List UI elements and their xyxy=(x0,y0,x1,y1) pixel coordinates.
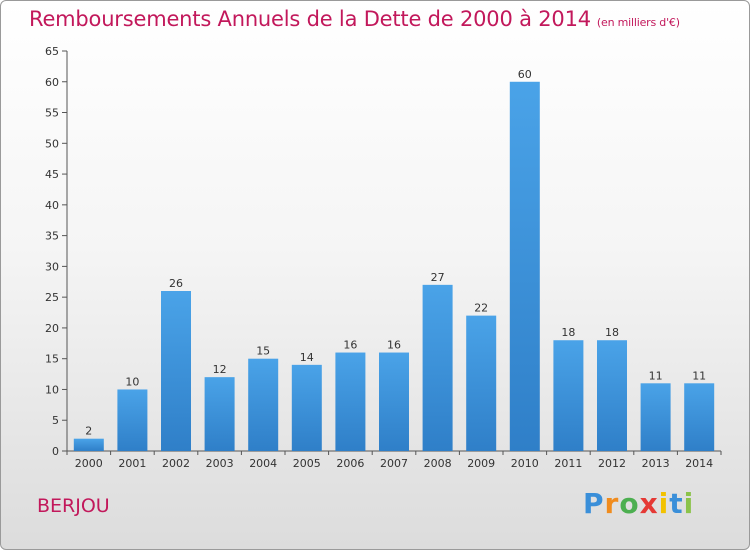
bar xyxy=(73,438,104,451)
x-tick-label: 2012 xyxy=(598,457,626,470)
x-tick-label: 2011 xyxy=(554,457,582,470)
y-tick-label: 25 xyxy=(45,291,59,304)
logo-letter: t xyxy=(669,487,684,520)
bar-value-label: 14 xyxy=(300,351,314,364)
y-tick-label: 60 xyxy=(45,76,59,89)
bar-value-label: 16 xyxy=(387,339,401,352)
bar xyxy=(335,352,366,451)
x-tick-label: 2005 xyxy=(293,457,321,470)
x-tick-label: 2014 xyxy=(685,457,713,470)
logo-letter: x xyxy=(639,487,659,520)
y-tick-label: 0 xyxy=(52,445,59,458)
logo-letter: r xyxy=(604,487,620,520)
bar-value-label: 16 xyxy=(343,339,357,352)
bar-value-label: 18 xyxy=(605,326,619,339)
bar-value-label: 2 xyxy=(85,425,92,438)
y-tick-label: 15 xyxy=(45,353,59,366)
x-tick-label: 2001 xyxy=(118,457,146,470)
chart-unit: (en milliers d'€) xyxy=(596,16,680,29)
bar xyxy=(117,389,148,451)
bar xyxy=(553,340,584,451)
y-tick-label: 5 xyxy=(52,414,59,427)
x-tick-label: 2009 xyxy=(467,457,495,470)
bar xyxy=(509,81,540,452)
proxiti-logo: Proxiti xyxy=(583,487,694,520)
x-tick-label: 2002 xyxy=(162,457,190,470)
y-tick-label: 10 xyxy=(45,383,59,396)
x-tick-label: 2008 xyxy=(424,457,452,470)
logo-letter: P xyxy=(583,487,605,520)
bar-value-label: 27 xyxy=(431,271,445,284)
logo-letter: i xyxy=(683,487,695,520)
bar-value-label: 11 xyxy=(649,369,663,382)
chart-title: Remboursements Annuels de la Dette de 20… xyxy=(29,7,680,31)
bar-value-label: 11 xyxy=(692,369,706,382)
x-tick-label: 2006 xyxy=(336,457,364,470)
bar-value-label: 15 xyxy=(256,345,270,358)
bar-value-label: 12 xyxy=(213,363,227,376)
bar xyxy=(248,358,279,451)
y-tick-label: 40 xyxy=(45,199,59,212)
x-tick-label: 2007 xyxy=(380,457,408,470)
commune-name: BERJOU xyxy=(37,495,110,517)
bar xyxy=(204,377,235,451)
chart-title-text: Remboursements Annuels de la Dette de 20… xyxy=(29,7,591,31)
bar xyxy=(597,340,627,451)
bar-value-label: 10 xyxy=(125,375,139,388)
y-tick-label: 55 xyxy=(45,107,59,120)
bar xyxy=(684,383,715,451)
x-tick-label: 2010 xyxy=(511,457,539,470)
y-tick-label: 65 xyxy=(45,45,59,58)
y-tick-label: 30 xyxy=(45,260,59,273)
bar-value-label: 18 xyxy=(561,326,575,339)
bar-value-label: 26 xyxy=(169,277,183,290)
x-tick-label: 2000 xyxy=(75,457,103,470)
y-tick-label: 35 xyxy=(45,230,59,243)
bar xyxy=(291,364,322,451)
logo-letter: i xyxy=(658,487,670,520)
x-tick-label: 2004 xyxy=(249,457,277,470)
bar xyxy=(161,291,191,451)
y-tick-label: 45 xyxy=(45,168,59,181)
y-tick-label: 20 xyxy=(45,322,59,335)
y-tick-label: 50 xyxy=(45,137,59,150)
bar xyxy=(466,315,497,451)
bar xyxy=(422,284,453,451)
bar xyxy=(379,352,409,451)
bar xyxy=(640,383,671,451)
bar-value-label: 60 xyxy=(518,68,532,81)
logo-letter: o xyxy=(619,487,640,520)
bar-value-label: 22 xyxy=(474,302,488,315)
x-tick-label: 2003 xyxy=(206,457,234,470)
x-tick-label: 2013 xyxy=(642,457,670,470)
